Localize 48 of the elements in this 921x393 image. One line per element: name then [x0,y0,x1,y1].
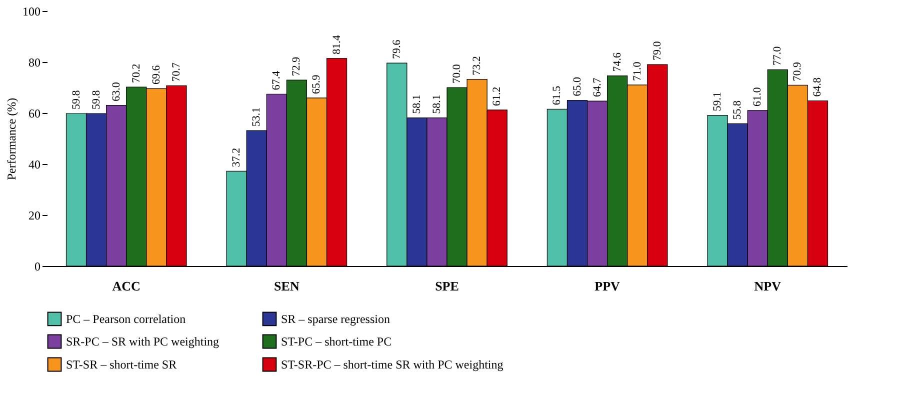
data-label: 74.6 [611,52,624,72]
data-label: 61.2 [491,86,504,106]
data-label: 65.9 [310,74,323,94]
data-label: 59.8 [90,90,102,110]
y-tick-label: 100 [22,4,40,18]
data-label: 64.7 [591,77,604,98]
x-tick-label: ACC [112,278,140,294]
data-label: 70.0 [451,64,464,84]
data-label: 55.8 [732,100,744,120]
y-tick-label: 40 [28,158,40,172]
x-tick-label: SEN [274,278,300,294]
legend-label: SR-PC – SR with PC weighting [66,334,220,348]
data-label: 67.4 [270,70,283,90]
data-label: 58.1 [430,94,443,114]
data-label: 58.1 [410,94,423,114]
y-tick-label: 20 [28,208,40,222]
y-tick-label: 60 [28,106,40,120]
data-label: 70.9 [792,61,804,82]
data-label: 77.0 [772,46,784,66]
data-label: 79.0 [651,40,664,61]
data-label: 53.1 [250,107,263,127]
legend-label: PC – Pearson correlation [66,312,186,326]
legend-label: ST-SR-PC – short-time SR with PC weighting [281,358,504,372]
y-tick-label: 0 [34,260,40,274]
data-label: 73.2 [471,56,484,76]
data-label: 69.6 [150,64,162,85]
data-label: 79.6 [390,39,403,60]
data-label: 71.0 [631,61,644,81]
data-label: 70.2 [130,64,142,83]
data-label: 72.9 [290,56,303,76]
data-label: 59.8 [70,90,82,110]
data-label: 70.7 [170,62,182,82]
x-tick-label: NPV [754,278,782,294]
legend-label: SR – sparse regression [281,312,390,326]
data-label: 61.0 [752,86,764,106]
y-axis-title: Performance (%) [4,98,18,180]
legend-label: ST-PC – short-time PC [281,334,392,348]
x-tick-label: SPE [435,278,459,294]
x-tick-label: PPV [594,278,621,294]
data-label: 63.0 [110,82,122,102]
legend-label: ST-SR – short-time SR [66,358,177,372]
data-label: 37.2 [230,148,243,168]
data-label: 64.8 [812,77,824,97]
data-label: 59.1 [712,92,724,112]
data-label: 81.4 [330,34,343,54]
data-label: 65.0 [571,76,584,96]
data-label: 61.5 [551,85,564,106]
y-tick-label: 80 [28,56,40,70]
